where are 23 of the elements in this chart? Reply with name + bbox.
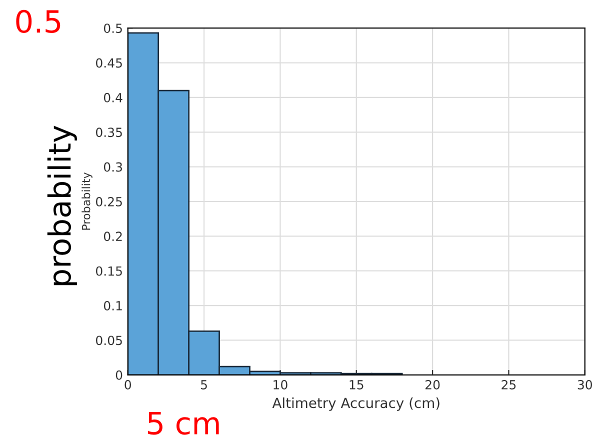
x-axis-title: Altimetry Accuracy (cm)	[272, 397, 440, 411]
y-tick-label: 0.4	[104, 92, 122, 102]
x-tick-label: 0	[124, 380, 132, 390]
y-tick-label: 0.35	[96, 128, 122, 138]
y-tick-label: 0.1	[104, 301, 122, 310]
x-tick-label: 25	[502, 380, 516, 390]
x-tick-label: 15	[350, 380, 364, 390]
x-tick-label: 5	[201, 380, 207, 390]
text: probability	[47, 126, 77, 286]
text: 5 cm	[148, 412, 219, 435]
y-tick-label: 0.15	[96, 266, 122, 276]
y-tick-label: 0.45	[96, 58, 122, 68]
y-axis-title: Probability	[82, 172, 92, 230]
y-tick-label: 0.2	[104, 232, 122, 242]
y-tick-label: 0	[116, 370, 122, 380]
y-tick-label: 0.05	[96, 336, 122, 346]
text: 0.5	[16, 10, 60, 34]
y-tick-label: 0.25	[96, 196, 122, 206]
y-tick-label: 0.3	[104, 162, 122, 172]
x-tick-label: 30	[578, 380, 592, 390]
x-tick-label: 10	[274, 380, 288, 390]
x-tick-label: 20	[426, 380, 440, 390]
y-tick-label: 0.5	[104, 24, 122, 34]
